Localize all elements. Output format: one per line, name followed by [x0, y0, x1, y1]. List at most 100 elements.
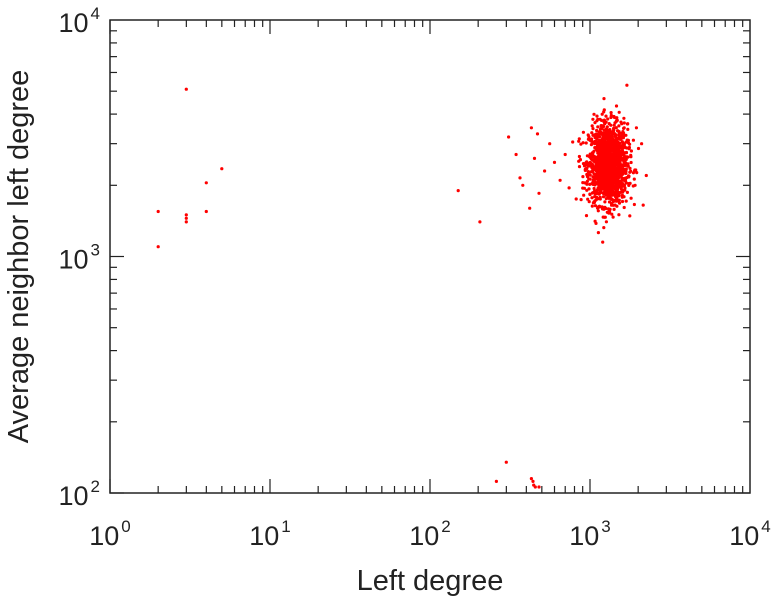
cluster-point	[636, 146, 641, 151]
y-tick-label-base: 10	[58, 245, 88, 275]
cluster-point	[598, 191, 602, 195]
cluster-point	[577, 139, 581, 143]
cluster-point	[595, 114, 599, 118]
cluster-point	[595, 128, 599, 133]
cluster-point	[615, 172, 619, 176]
cluster-point	[608, 135, 612, 139]
cluster-point	[591, 117, 595, 121]
cluster-point	[592, 112, 596, 116]
cluster-point	[619, 163, 624, 167]
cluster-point	[605, 181, 609, 185]
cluster-point	[622, 126, 626, 130]
y-tick-label-exponent: 3	[91, 241, 100, 260]
cluster-point	[589, 139, 593, 143]
x-tick-label-base: 10	[409, 521, 439, 551]
cluster-point	[586, 170, 590, 174]
cluster-point	[622, 184, 626, 188]
cluster-point	[620, 199, 625, 204]
data-point	[529, 126, 534, 130]
cluster-point	[592, 200, 596, 204]
cluster-point	[605, 162, 609, 166]
data-point	[184, 220, 188, 224]
data-point	[528, 206, 532, 210]
cluster-point	[620, 152, 624, 157]
x-tick-label: 10 4	[729, 517, 771, 551]
cluster-point	[603, 205, 607, 209]
cluster-point	[615, 204, 619, 208]
data-point	[529, 477, 534, 481]
data-point	[577, 165, 582, 169]
cluster-point	[588, 192, 592, 196]
cluster-point	[629, 160, 633, 165]
cluster-point	[608, 171, 612, 175]
cluster-point	[628, 166, 632, 170]
cluster-point	[589, 164, 593, 168]
data-point	[532, 156, 537, 160]
data-point	[563, 152, 567, 157]
cluster-point	[613, 178, 617, 183]
cluster-point	[588, 173, 592, 177]
cluster-point	[589, 143, 594, 147]
cluster-point	[605, 147, 609, 151]
cluster-point	[624, 156, 628, 160]
plot-frame	[109, 19, 751, 494]
cluster-point	[612, 207, 616, 211]
x-axis-title: Left degree	[357, 565, 504, 597]
cluster-point	[600, 124, 605, 128]
cluster-point	[596, 163, 600, 167]
x-tick-label-exponent: 2	[441, 517, 450, 536]
cluster-point	[603, 177, 607, 181]
cluster-point	[612, 128, 616, 132]
cluster-point	[619, 169, 624, 173]
cluster-point	[621, 172, 625, 176]
cluster-point	[629, 149, 634, 153]
cluster-point	[601, 240, 605, 244]
cluster-point	[593, 204, 598, 208]
cluster-point	[598, 146, 603, 150]
cluster-point	[622, 205, 626, 210]
data-point	[521, 183, 525, 187]
x-tick-label: 10 1	[249, 517, 291, 551]
cluster-point	[583, 168, 587, 172]
cluster-point	[607, 128, 612, 132]
data-point	[184, 213, 188, 217]
cluster-point	[628, 214, 632, 218]
cluster-point	[616, 185, 621, 189]
data-point	[184, 216, 188, 220]
x-tick-label: 10 3	[569, 517, 611, 551]
cluster-point	[610, 147, 614, 151]
data-point	[537, 191, 541, 195]
data-point	[156, 245, 160, 249]
cluster-point	[610, 163, 614, 167]
cluster-point	[617, 133, 621, 137]
cluster-point	[634, 168, 638, 172]
cluster-point	[597, 204, 602, 208]
data-point	[531, 479, 535, 483]
cluster-point	[604, 137, 608, 141]
cluster-point	[595, 180, 599, 185]
cluster-point	[582, 193, 586, 197]
cluster-point	[621, 190, 625, 194]
y-tick-label-base: 10	[58, 481, 88, 511]
data-point	[552, 160, 557, 164]
cluster-point	[632, 202, 637, 207]
cluster-point	[591, 127, 595, 131]
data-point	[533, 485, 537, 489]
cluster-point	[610, 155, 614, 159]
data-point	[634, 126, 639, 130]
cluster-point	[614, 197, 619, 201]
data-point	[571, 140, 575, 144]
cluster-point	[629, 196, 633, 200]
cluster-point	[610, 142, 615, 146]
cluster-point	[607, 174, 611, 178]
cluster-point	[614, 169, 618, 173]
x-tick-label-exponent: 0	[121, 517, 130, 536]
data-point	[640, 142, 644, 146]
cluster-point	[606, 178, 610, 182]
cluster-point	[596, 125, 600, 129]
y-tick-label-exponent: 4	[91, 4, 100, 23]
cluster-point	[602, 226, 606, 230]
y-tick-label-exponent: 2	[91, 477, 100, 496]
cluster-point	[602, 110, 606, 114]
cluster-point	[623, 169, 627, 173]
